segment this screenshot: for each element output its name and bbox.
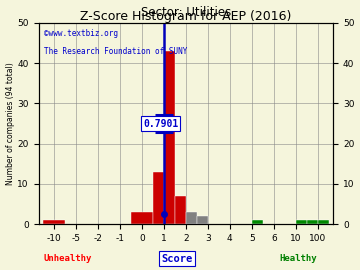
Bar (164, 51, 175, 224)
Text: Unhealthy: Unhealthy (44, 254, 92, 262)
Text: Score: Score (161, 254, 193, 264)
Bar (175, 196, 186, 224)
Bar (318, 220, 329, 224)
Bar (307, 220, 318, 224)
Text: 0.7901: 0.7901 (143, 119, 178, 129)
Bar (197, 216, 208, 224)
Bar (186, 212, 197, 224)
Bar (252, 220, 263, 224)
Bar (153, 172, 164, 224)
Bar (131, 212, 153, 224)
Text: Sector: Utilities: Sector: Utilities (141, 6, 231, 19)
Y-axis label: Number of companies (94 total): Number of companies (94 total) (5, 62, 14, 185)
Bar (296, 220, 307, 224)
Text: The Research Foundation of SUNY: The Research Foundation of SUNY (44, 47, 188, 56)
Bar (43, 220, 65, 224)
Text: ©www.textbiz.org: ©www.textbiz.org (44, 29, 118, 38)
Text: Healthy: Healthy (279, 254, 317, 262)
Title: Z-Score Histogram for AEP (2016): Z-Score Histogram for AEP (2016) (80, 10, 292, 23)
